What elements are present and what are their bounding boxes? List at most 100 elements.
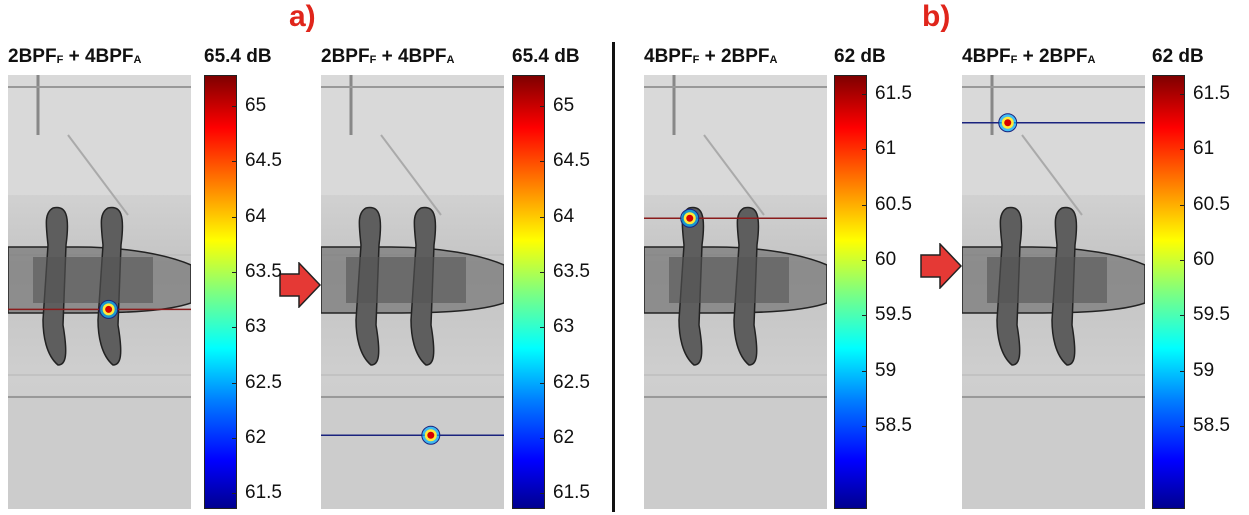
panel-4-image [962, 75, 1145, 509]
colorbar-tick-label: 60 [875, 248, 897, 270]
panel-4-title: 4BPFF + 2BPFA [962, 46, 1096, 67]
colorbar-tick-label: 64 [553, 205, 575, 227]
colorbar-tick-label: 64 [245, 205, 267, 227]
colorbar-tick-mark [232, 216, 237, 218]
colorbar-tick-mark [1180, 94, 1185, 95]
panel-image-drawing [962, 75, 1145, 509]
colorbar-tick-label: 59.5 [875, 304, 912, 326]
colorbar-tick-label: 61.5 [1193, 83, 1230, 104]
colorbar-tick-mark [540, 437, 545, 439]
colorbar-tick-mark [232, 493, 237, 495]
frame-beam [703, 134, 765, 216]
colorbar-tick-label: 65 [245, 95, 267, 116]
colorbar-tick-label: 62 [553, 426, 575, 448]
lower-floor [8, 395, 191, 509]
colorbar-tick-label: 59 [875, 359, 897, 381]
colorbar-tick-label: 60 [1193, 248, 1215, 270]
colorbar-tick-mark [540, 493, 545, 495]
colorbar-tick-mark [862, 425, 867, 427]
section-b-label: b) [922, 0, 951, 33]
panel-4-max-value: 62 dB [1152, 46, 1204, 67]
panel-image-drawing [644, 75, 827, 509]
arrow-right-icon [920, 243, 962, 289]
colorbar-tick-label: 62.5 [245, 371, 282, 393]
colorbar-tick-mark [1180, 149, 1185, 151]
frame-beam [67, 134, 129, 216]
panel-3-image [644, 75, 827, 509]
arrow-shape [279, 262, 321, 308]
colorbar-tick-label: 61 [875, 138, 897, 160]
colorbar-tick-label: 63.5 [553, 260, 590, 282]
rotor-hub [346, 257, 466, 303]
panel-image-drawing [8, 75, 191, 509]
colorbar-tick-mark [862, 370, 867, 372]
panel-3-colorbar [834, 75, 867, 509]
colorbar-tick-label: 61.5 [875, 83, 912, 104]
colorbar-tick-label: 61 [1193, 138, 1215, 160]
colorbar-tick-mark [232, 161, 237, 163]
colorbar-tick-label: 59 [1193, 359, 1215, 381]
colorbar-tick-label: 59.5 [1193, 304, 1230, 326]
source-marker-core [427, 431, 435, 439]
colorbar-tick-mark [540, 327, 545, 329]
source-marker-core [105, 305, 113, 313]
colorbar-tick-label: 62 [245, 426, 267, 448]
colorbar-tick-label: 61.5 [245, 482, 282, 504]
colorbar-tick-label: 60.5 [1193, 193, 1230, 215]
colorbar-tick-mark [862, 149, 867, 151]
arrow-right-icon [279, 262, 321, 308]
colorbar-tick-mark [862, 94, 867, 95]
colorbar-tick-label: 63 [553, 316, 575, 338]
colorbar-tick-mark [540, 382, 545, 384]
colorbar-tick-mark [232, 437, 237, 439]
panel-3-max-value: 62 dB [834, 46, 886, 67]
colorbar-tick-mark [540, 106, 545, 107]
panel-2-max-value: 65.4 dB [512, 46, 580, 67]
colorbar-tick-mark [540, 216, 545, 218]
section-divider [612, 42, 615, 512]
arrow-shape [920, 243, 962, 289]
colorbar-tick-label: 58.5 [875, 414, 912, 436]
rotor-hub [987, 257, 1107, 303]
colorbar-tick-mark [862, 315, 867, 317]
colorbar-tick-label: 64.5 [553, 150, 590, 172]
colorbar-tick-mark [1180, 204, 1185, 206]
panel-3-title: 4BPFF + 2BPFA [644, 46, 778, 67]
frame-beam [1021, 134, 1083, 216]
colorbar-tick-label: 63.5 [245, 260, 282, 282]
colorbar-tick-mark [1180, 259, 1185, 261]
source-marker-core [1004, 119, 1012, 127]
rotor-hub [33, 257, 153, 303]
colorbar-tick-label: 62.5 [553, 371, 590, 393]
colorbar-tick-mark [1180, 425, 1185, 427]
panel-2-colorbar [512, 75, 545, 509]
rotor-hub [669, 257, 789, 303]
panel-1-image [8, 75, 191, 509]
panel-2-title: 2BPFF + 4BPFA [321, 46, 455, 67]
panel-1-colorbar [204, 75, 237, 509]
colorbar-tick-mark [232, 106, 237, 107]
lower-floor [644, 395, 827, 509]
colorbar-tick-label: 64.5 [245, 150, 282, 172]
panel-2-image [321, 75, 504, 509]
colorbar-tick-mark [540, 161, 545, 163]
colorbar-tick-label: 58.5 [1193, 414, 1230, 436]
section-a-label: a) [289, 0, 316, 33]
colorbar-tick-mark [862, 204, 867, 206]
colorbar-tick-mark [540, 271, 545, 273]
lower-floor [962, 395, 1145, 509]
panel-image-drawing [321, 75, 504, 509]
panel-1-max-value: 65.4 dB [204, 46, 272, 67]
colorbar-tick-label: 61.5 [553, 482, 590, 504]
colorbar-tick-mark [232, 271, 237, 273]
panel-4-colorbar [1152, 75, 1185, 509]
source-marker-core [686, 214, 694, 222]
colorbar-tick-mark [232, 327, 237, 329]
colorbar-tick-label: 65 [553, 95, 575, 116]
colorbar-tick-mark [862, 259, 867, 261]
colorbar-tick-mark [1180, 315, 1185, 317]
colorbar-tick-label: 63 [245, 316, 267, 338]
colorbar-tick-mark [232, 382, 237, 384]
panel-1-title: 2BPFF + 4BPFA [8, 46, 142, 67]
frame-beam [380, 134, 442, 216]
